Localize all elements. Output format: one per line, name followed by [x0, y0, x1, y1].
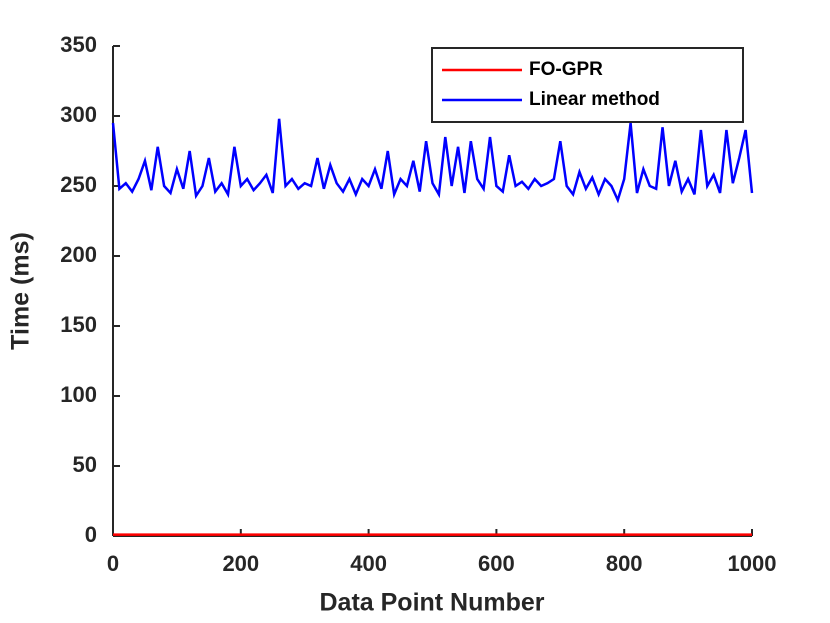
- y-tick-label: 250: [60, 172, 97, 197]
- y-tick-label: 50: [73, 452, 97, 477]
- y-tick-label: 150: [60, 312, 97, 337]
- x-tick-label: 800: [606, 551, 643, 576]
- y-tick-label: 0: [85, 522, 97, 547]
- y-axis-label: Time (ms): [7, 232, 35, 350]
- legend-box: [431, 47, 744, 123]
- x-tick-label: 0: [107, 551, 119, 576]
- legend-label: FO-GPR: [529, 59, 603, 80]
- data-line: [111, 118, 754, 204]
- x-tick-label: 200: [222, 551, 259, 576]
- x-axis-label: Data Point Number: [319, 589, 544, 617]
- y-tick-label: 300: [60, 102, 97, 127]
- y-tick-label: 350: [60, 32, 97, 57]
- x-tick-label: 600: [478, 551, 515, 576]
- x-tick-label: 400: [350, 551, 387, 576]
- y-tick-label: 200: [60, 242, 97, 267]
- x-tick-label: 1000: [728, 551, 777, 576]
- legend-label: Linear method: [529, 89, 660, 110]
- legend: FO-GPR Linear method: [431, 47, 744, 123]
- y-tick-label: 100: [60, 382, 97, 407]
